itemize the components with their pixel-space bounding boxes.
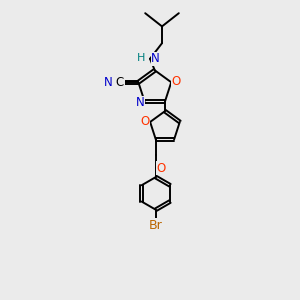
Text: O: O <box>140 116 149 128</box>
Text: H: H <box>137 53 146 63</box>
Text: Br: Br <box>149 219 163 232</box>
Text: C: C <box>116 76 124 89</box>
Text: N: N <box>104 76 113 89</box>
Text: N: N <box>151 52 160 65</box>
Text: O: O <box>156 162 166 175</box>
Text: O: O <box>171 75 181 88</box>
Text: N: N <box>136 96 144 109</box>
